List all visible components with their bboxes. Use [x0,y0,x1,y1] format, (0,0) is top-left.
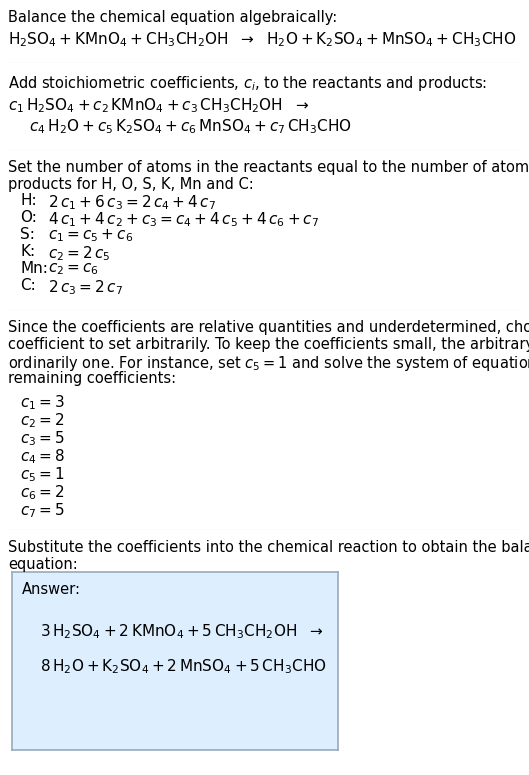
Text: Mn:: Mn: [20,261,48,276]
Text: C:: C: [20,278,36,293]
Text: remaining coefficients:: remaining coefficients: [8,371,176,386]
Text: $c_3 = 5$: $c_3 = 5$ [20,429,65,448]
Text: $c_7 = 5$: $c_7 = 5$ [20,501,65,520]
Text: $c_2 = 2$: $c_2 = 2$ [20,411,65,429]
Text: $\mathrm{H_2SO_4 + KMnO_4 + CH_3CH_2OH}$  $\rightarrow$  $\mathrm{H_2O + K_2SO_4: $\mathrm{H_2SO_4 + KMnO_4 + CH_3CH_2OH}$… [8,30,516,49]
Text: $c_1\,\mathrm{H_2SO_4} + c_2\,\mathrm{KMnO_4} + c_3\,\mathrm{CH_3CH_2OH}$  $\rig: $c_1\,\mathrm{H_2SO_4} + c_2\,\mathrm{KM… [8,96,309,115]
Text: Set the number of atoms in the reactants equal to the number of atoms in the: Set the number of atoms in the reactants… [8,160,529,175]
Text: coefficient to set arbitrarily. To keep the coefficients small, the arbitrary va: coefficient to set arbitrarily. To keep … [8,337,529,352]
Text: $c_6 = 2$: $c_6 = 2$ [20,483,65,501]
Text: equation:: equation: [8,557,78,572]
Text: $c_2 = c_6$: $c_2 = c_6$ [48,261,99,277]
Text: $4\,c_1 + 4\,c_2 + c_3 = c_4 + 4\,c_5 + 4\,c_6 + c_7$: $4\,c_1 + 4\,c_2 + c_3 = c_4 + 4\,c_5 + … [48,210,319,229]
Text: Substitute the coefficients into the chemical reaction to obtain the balanced: Substitute the coefficients into the che… [8,540,529,555]
Text: Since the coefficients are relative quantities and underdetermined, choose a: Since the coefficients are relative quan… [8,320,529,335]
Text: $c_5 = 1$: $c_5 = 1$ [20,465,65,484]
Text: Answer:: Answer: [22,582,81,597]
Text: $2\,c_1 + 6\,c_3 = 2\,c_4 + 4\,c_7$: $2\,c_1 + 6\,c_3 = 2\,c_4 + 4\,c_7$ [48,193,216,212]
Text: S:: S: [20,227,35,242]
Text: Balance the chemical equation algebraically:: Balance the chemical equation algebraica… [8,10,338,25]
Text: products for H, O, S, K, Mn and C:: products for H, O, S, K, Mn and C: [8,177,254,192]
Text: $c_4 = 8$: $c_4 = 8$ [20,447,65,466]
Text: K:: K: [20,244,35,259]
Text: Add stoichiometric coefficients, $c_i$, to the reactants and products:: Add stoichiometric coefficients, $c_i$, … [8,74,487,93]
Text: $\enspace c_4\,\mathrm{H_2O} + c_5\,\mathrm{K_2SO_4} + c_6\,\mathrm{MnSO_4} + c_: $\enspace c_4\,\mathrm{H_2O} + c_5\,\mat… [22,117,352,136]
Text: $2\,c_3 = 2\,c_7$: $2\,c_3 = 2\,c_7$ [48,278,123,297]
Text: ordinarily one. For instance, set $c_5 = 1$ and solve the system of equations fo: ordinarily one. For instance, set $c_5 =… [8,354,529,373]
Text: $3\,\mathrm{H_2SO_4} + 2\,\mathrm{KMnO_4} + 5\,\mathrm{CH_3CH_2OH}$  $\rightarro: $3\,\mathrm{H_2SO_4} + 2\,\mathrm{KMnO_4… [40,622,323,641]
Text: O:: O: [20,210,37,225]
Text: H:: H: [20,193,37,208]
Text: $c_1 = c_5 + c_6$: $c_1 = c_5 + c_6$ [48,227,133,243]
Text: $c_1 = 3$: $c_1 = 3$ [20,393,65,412]
Text: $c_2 = 2\,c_5$: $c_2 = 2\,c_5$ [48,244,111,263]
Text: $8\,\mathrm{H_2O} + \mathrm{K_2SO_4} + 2\,\mathrm{MnSO_4} + 5\,\mathrm{CH_3CHO}$: $8\,\mathrm{H_2O} + \mathrm{K_2SO_4} + 2… [40,657,327,676]
